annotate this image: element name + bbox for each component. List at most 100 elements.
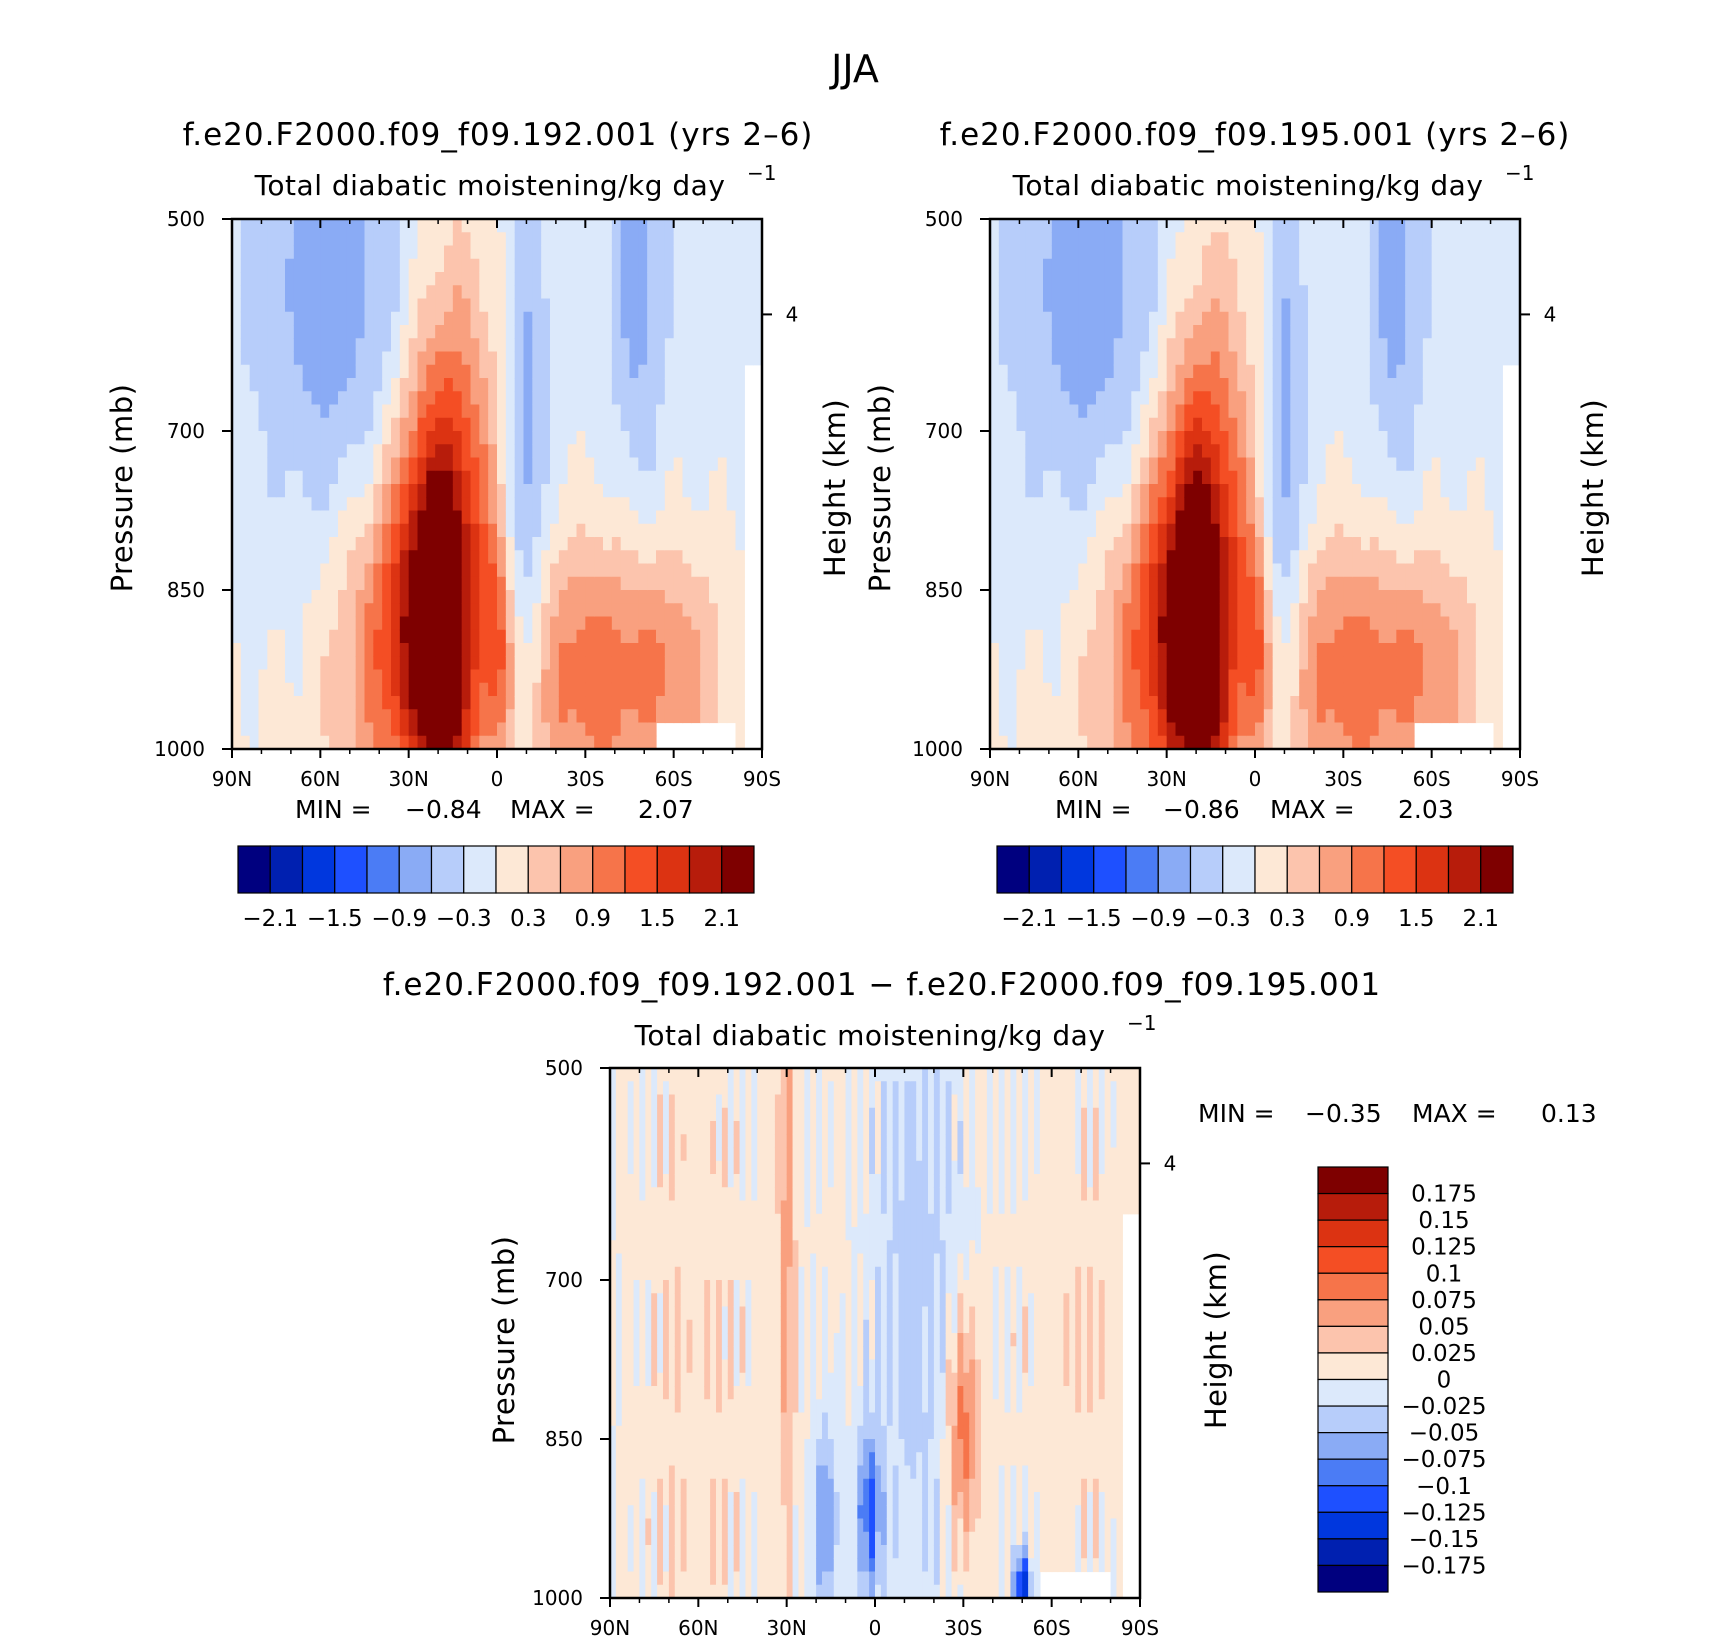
heatmap-cell	[320, 364, 330, 379]
heatmap-cell	[479, 258, 489, 273]
heatmap-cell	[1511, 311, 1521, 326]
heatmap-cell	[364, 603, 374, 618]
heatmap-cell	[1387, 576, 1397, 591]
heatmap-cell	[1352, 484, 1362, 498]
heatmap-cell	[1104, 404, 1115, 419]
heatmap-cell	[1104, 709, 1115, 724]
heatmap-cell	[444, 219, 454, 233]
heatmap-cell	[258, 311, 268, 326]
heatmap-cell	[1502, 232, 1512, 247]
heatmap-cell	[1493, 404, 1503, 419]
heatmap-cell	[505, 510, 516, 525]
heatmap-cell	[1228, 338, 1238, 353]
heatmap-cell	[1246, 470, 1256, 485]
heatmap-cell	[627, 1545, 635, 1559]
heatmap-cell	[611, 351, 622, 366]
heatmap-cell	[620, 709, 631, 724]
heatmap-cell	[691, 576, 701, 591]
heatmap-cell	[594, 457, 604, 472]
heatmap-cell	[990, 285, 1000, 300]
heatmap-cell	[682, 484, 692, 498]
heatmap-cell	[615, 1293, 623, 1308]
heatmap-cell	[615, 1492, 623, 1506]
heatmap-cell	[514, 391, 525, 406]
heatmap-cell	[1255, 722, 1265, 737]
heatmap-cell	[673, 603, 684, 618]
heatmap-cell	[620, 550, 631, 565]
heatmap-cell	[1369, 457, 1380, 472]
heatmap-cell	[452, 470, 463, 485]
heatmap-cell	[990, 457, 1000, 472]
heatmap-cell	[1255, 563, 1265, 578]
heatmap-cell	[1043, 431, 1053, 445]
heatmap-cell	[1263, 417, 1274, 432]
heatmap-cell	[1290, 351, 1300, 366]
heatmap-cell	[1369, 245, 1380, 260]
heatmap-cell	[1369, 338, 1380, 353]
heatmap-cell	[1449, 603, 1459, 618]
heatmap-cell	[285, 590, 295, 604]
heatmap-cell	[615, 1213, 623, 1228]
heatmap-cell	[329, 272, 339, 286]
heatmap-cell	[1131, 576, 1141, 591]
heatmap-cell	[647, 616, 657, 631]
heatmap-cell	[603, 603, 613, 618]
heatmap-cell	[1308, 417, 1318, 432]
heatmap-cell	[1043, 696, 1053, 710]
heatmap-cell	[1325, 682, 1336, 697]
heatmap-cell	[709, 484, 719, 498]
heatmap-cell	[1502, 219, 1512, 233]
heatmap-cell	[1467, 338, 1477, 353]
heatmap-cell	[717, 404, 728, 419]
heatmap-cell	[1219, 272, 1230, 286]
heatmap-cell	[1334, 404, 1344, 419]
heatmap-cell	[532, 232, 542, 247]
heatmap-cell	[1343, 298, 1353, 313]
heatmap-cell	[338, 563, 348, 578]
heatmap-cell	[726, 232, 737, 247]
heatmap-cell	[1237, 497, 1247, 512]
heatmap-cell	[497, 364, 507, 379]
heatmap-cell	[1193, 444, 1203, 459]
heatmap-cell	[1361, 404, 1371, 419]
heatmap-cell	[1193, 431, 1203, 445]
heatmap-cell	[576, 219, 586, 233]
heatmap-cell	[1034, 338, 1044, 353]
heatmap-cell	[532, 431, 542, 445]
heatmap-cell	[1051, 550, 1062, 565]
heatmap-cell	[1316, 311, 1327, 326]
heatmap-cell	[1087, 550, 1097, 565]
heatmap-cell	[1122, 669, 1132, 684]
heatmap-cell	[302, 378, 313, 392]
heatmap-cell	[629, 643, 639, 657]
heatmap-cell	[417, 338, 427, 353]
heatmap-cell	[744, 245, 754, 260]
heatmap-cell	[1140, 563, 1150, 578]
heatmap-cell	[1051, 311, 1062, 326]
heatmap-cell	[611, 576, 622, 591]
heatmap-cell	[1263, 497, 1274, 512]
heatmap-cell	[1255, 470, 1265, 485]
heatmap-cell	[1131, 563, 1141, 578]
heatmap-cell	[1361, 682, 1371, 697]
heatmap-cell	[1299, 258, 1309, 273]
heatmap-cell	[240, 643, 251, 657]
heatmap-cell	[1060, 232, 1071, 247]
heatmap-cell	[399, 682, 410, 697]
heatmap-cell	[1016, 272, 1026, 286]
heatmap-cell	[647, 643, 657, 657]
heatmap-cell	[355, 629, 366, 644]
heatmap-cell	[1246, 378, 1256, 392]
heatmap-cell	[258, 431, 268, 445]
heatmap-cell	[615, 1452, 623, 1467]
heatmap-cell	[364, 669, 374, 684]
heatmap-cell	[1440, 537, 1450, 551]
heatmap-cell	[550, 258, 560, 273]
heatmap-cell	[311, 378, 321, 392]
heatmap-cell	[1405, 484, 1415, 498]
heatmap-cell	[329, 510, 339, 525]
heatmap-cell	[610, 1558, 617, 1573]
heatmap-cell	[1140, 470, 1150, 485]
heatmap-cell	[1387, 735, 1397, 750]
heatmap-cell	[998, 325, 1009, 339]
